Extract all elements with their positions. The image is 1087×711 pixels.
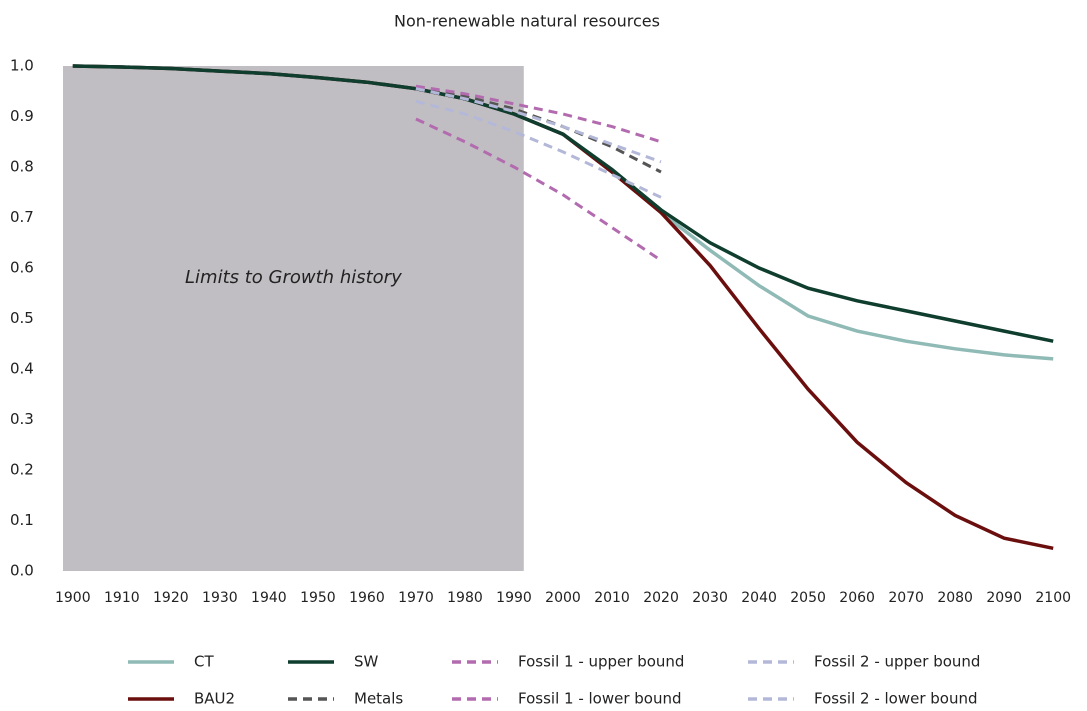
x-tick-label: 1910 — [104, 590, 140, 606]
x-tick-label: 2090 — [986, 590, 1022, 606]
annotation: Limits to Growth history — [185, 267, 402, 288]
x-tick-label: 2050 — [790, 590, 826, 606]
x-tick-label: 2020 — [643, 590, 679, 606]
legend-label: BAU2 — [194, 690, 235, 708]
legend-label: Fossil 1 - upper bound — [518, 653, 684, 671]
chart-title: Non-renewable natural resources — [394, 12, 660, 31]
y-tick-label: 0.0 — [10, 562, 34, 580]
x-tick-label: 1940 — [251, 590, 287, 606]
series-line — [415, 87, 662, 164]
x-tick-label: 1970 — [398, 590, 434, 606]
x-tick-label: 1990 — [496, 590, 532, 606]
legend-label: SW — [354, 653, 379, 671]
legend-label: Fossil 2 - upper bound — [814, 653, 980, 671]
x-tick-label: 2100 — [1035, 590, 1071, 606]
x-tick-label: 2040 — [741, 590, 777, 606]
x-tick-label: 1900 — [55, 590, 91, 606]
legend-label: Fossil 1 - lower bound — [518, 690, 682, 708]
y-tick-label: 0.8 — [10, 158, 34, 176]
x-tick-label: 1960 — [349, 590, 385, 606]
x-tick-label: 1980 — [447, 590, 483, 606]
y-tick-label: 0.2 — [10, 461, 34, 479]
series-line — [72, 64, 1054, 343]
y-tick-label: 0.5 — [10, 309, 34, 327]
x-tick-label: 1920 — [153, 590, 189, 606]
y-tick-label: 0.9 — [10, 107, 34, 125]
x-tick-label: 1950 — [300, 590, 336, 606]
legend-label: Fossil 2 - lower bound — [814, 690, 978, 708]
x-tick-label: 2060 — [839, 590, 875, 606]
legend-label: CT — [194, 653, 214, 671]
history-region — [63, 66, 524, 571]
y-tick-label: 0.7 — [10, 208, 34, 226]
x-tick-label: 2030 — [692, 590, 728, 606]
series-line — [415, 117, 662, 262]
y-tick-label: 1.0 — [10, 57, 34, 75]
y-tick-label: 0.6 — [10, 259, 34, 277]
legend-label: Metals — [354, 690, 403, 708]
series-line — [415, 99, 662, 199]
x-tick-label: 1930 — [202, 590, 238, 606]
x-tick-label: 2010 — [594, 590, 630, 606]
x-tick-label: 2000 — [545, 590, 581, 606]
x-tick-label: 2080 — [937, 590, 973, 606]
y-tick-label: 0.3 — [10, 410, 34, 428]
x-tick-label: 2070 — [888, 590, 924, 606]
y-tick-label: 0.4 — [10, 360, 34, 378]
y-tick-label: 0.1 — [10, 511, 34, 529]
series-line — [415, 84, 662, 144]
